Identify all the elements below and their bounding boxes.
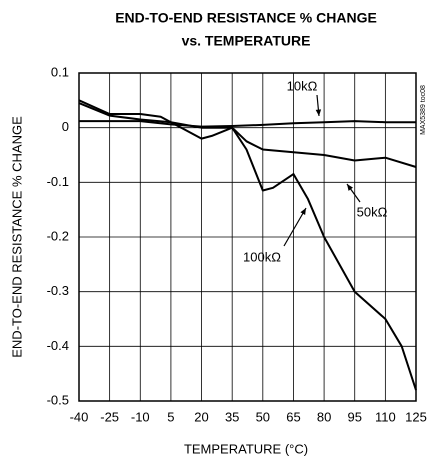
line [79, 120, 416, 128]
plot-border [78, 72, 417, 402]
x-tick-label: -10 [131, 409, 150, 424]
arrow-head [315, 109, 322, 116]
series-label: 100kΩ [243, 249, 281, 264]
y-tick-label: -0.1 [47, 174, 69, 189]
chart-title: END-TO-END RESISTANCE % CHANGE [115, 10, 377, 26]
y-tick-label: -0.5 [47, 392, 69, 407]
y-axis-label: END-TO-END RESISTANCE % CHANGE [9, 116, 24, 358]
x-tick-label: 80 [317, 409, 331, 424]
x-tick-label: 20 [194, 409, 208, 424]
pointer [283, 207, 307, 247]
line [78, 99, 417, 391]
y-tick-label: -0.2 [47, 228, 69, 243]
x-axis-label: TEMPERATURE (°C) [184, 441, 308, 456]
arrow-head [347, 184, 353, 191]
x-tick-label: 65 [286, 409, 300, 424]
y-tick-label: -0.3 [47, 283, 69, 298]
arrow-head [300, 208, 306, 215]
x-tick-label: 35 [225, 409, 239, 424]
x-tick-label: 5 [167, 409, 174, 424]
x-tick-label: 110 [375, 409, 396, 424]
x-tick-label: -25 [100, 409, 119, 424]
y-tick-label: 0 [62, 119, 69, 134]
y-tick-label: 0.1 [51, 64, 69, 79]
figure-id: MAX5389 toc08 [420, 85, 427, 135]
x-tick-label: 95 [347, 409, 361, 424]
x-tick-label: -40 [70, 409, 89, 424]
series-label: 50kΩ [357, 204, 388, 219]
chart-title: vs. TEMPERATURE [182, 33, 311, 49]
x-tick-label: 50 [256, 409, 270, 424]
y-tick-label: -0.4 [47, 338, 69, 353]
x-tick-label: 125 [405, 409, 427, 424]
series-label: 10kΩ [287, 78, 318, 93]
line [78, 102, 417, 168]
